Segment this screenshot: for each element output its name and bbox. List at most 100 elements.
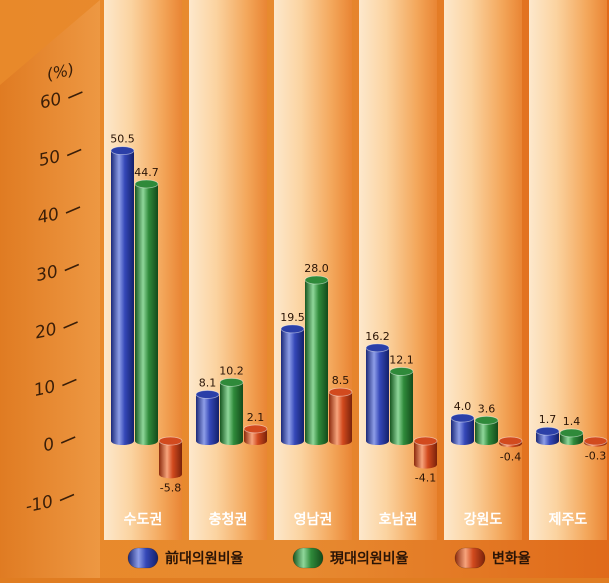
bar-value-label: 16.2	[365, 330, 390, 343]
category-panel	[444, 0, 522, 540]
bar-top	[110, 146, 135, 156]
bar-base	[220, 437, 243, 445]
y-tick-mark	[65, 206, 81, 214]
bar-base	[414, 460, 437, 469]
legend-swatch	[127, 547, 159, 569]
bar	[450, 413, 475, 445]
bar-body	[366, 347, 389, 441]
bar-top	[413, 436, 438, 446]
bar-value-label: 19.5	[280, 311, 305, 324]
category-label: 제주도	[549, 512, 588, 528]
bar	[243, 424, 268, 445]
bar	[280, 324, 305, 445]
bar-value-label: 1.7	[539, 413, 557, 426]
bar-value-label: 1.4	[563, 415, 581, 428]
bar-base	[536, 437, 559, 445]
bar	[535, 426, 560, 445]
bar-value-label: 4.0	[454, 400, 472, 413]
bar-value-label: 8.1	[199, 376, 217, 389]
legend-item: 前대의원비율	[127, 547, 244, 569]
legend-item: 現대의원비율	[292, 547, 409, 569]
y-tick-mark	[63, 321, 78, 329]
bar	[389, 367, 414, 445]
y-tick-mark	[62, 378, 77, 387]
bar	[195, 390, 220, 445]
bar-value-label: -4.1	[415, 472, 436, 485]
bar-value-label: 2.1	[247, 411, 265, 424]
y-tick-label: 20	[33, 319, 58, 343]
bar-top	[280, 324, 305, 334]
bar-body	[111, 150, 134, 441]
bar-value-label: 44.7	[134, 166, 159, 179]
bar	[583, 436, 608, 447]
bar-value-label: 50.5	[110, 133, 135, 146]
bar-top	[389, 367, 414, 376]
bar-base	[475, 437, 498, 445]
bar-body	[196, 394, 219, 441]
y-tick-label: 0	[41, 434, 56, 456]
bar-top	[195, 390, 220, 399]
legend: 前대의원비율 現대의원비율 변화율	[127, 547, 531, 569]
legend-swatch	[454, 547, 486, 569]
y-tick-mark	[66, 148, 82, 157]
bar-body	[329, 392, 352, 441]
category-label: 충청권	[209, 512, 248, 528]
bar-top	[474, 415, 499, 425]
bar-value-label: 3.6	[478, 402, 496, 415]
category-labels: 수도권 충청권 영남권 호남권 강원도 제주도	[124, 511, 588, 528]
bar	[413, 436, 438, 469]
bar	[498, 436, 523, 448]
bar-value-label: -0.3	[585, 450, 606, 463]
bar-body	[159, 441, 182, 475]
bar-body	[414, 441, 437, 465]
bar	[559, 428, 584, 445]
bar-top	[243, 424, 268, 434]
bar-top	[559, 428, 584, 438]
bar-body	[220, 382, 243, 441]
bar-base	[366, 437, 389, 445]
bar-top	[304, 275, 329, 285]
bar-body	[390, 371, 413, 441]
category-panel	[189, 0, 267, 540]
bar	[158, 436, 183, 479]
bar-base	[196, 437, 219, 445]
bar-base	[305, 437, 328, 445]
bar-value-label: 12.1	[389, 353, 414, 366]
bar-value-label: 28.0	[304, 262, 329, 275]
left-strip	[0, 0, 100, 578]
bar-body	[135, 183, 158, 441]
category-label: 호남권	[379, 511, 418, 528]
category-label: 수도권	[124, 512, 163, 528]
bar-top	[498, 436, 523, 446]
bar	[110, 146, 135, 445]
bar-base	[390, 437, 413, 445]
bar	[474, 415, 499, 445]
bar-base	[159, 470, 182, 479]
bar	[134, 179, 159, 445]
bar-body	[536, 431, 559, 441]
category-panel	[529, 0, 607, 540]
bar-top	[365, 343, 390, 353]
bar-top	[535, 426, 560, 436]
bar	[304, 275, 329, 445]
category-panel	[274, 0, 352, 540]
bar	[219, 377, 244, 445]
bar-base	[135, 437, 158, 445]
bar-top	[450, 413, 475, 423]
bar-base	[244, 437, 267, 445]
bar-body	[475, 420, 498, 441]
y-tick-mark	[60, 436, 76, 444]
legend-swatch	[292, 547, 324, 569]
bar-body	[281, 328, 304, 441]
bar-value-label: 8.5	[332, 374, 350, 387]
bar-top	[583, 436, 608, 446]
bar-body	[305, 280, 328, 441]
bar-value-label: -0.4	[500, 450, 521, 463]
bar-top	[328, 387, 353, 397]
bar-value-label: 10.2	[219, 364, 244, 377]
category-label: 영남권	[294, 511, 333, 528]
bar	[365, 343, 390, 445]
y-tick-mark	[64, 263, 80, 272]
